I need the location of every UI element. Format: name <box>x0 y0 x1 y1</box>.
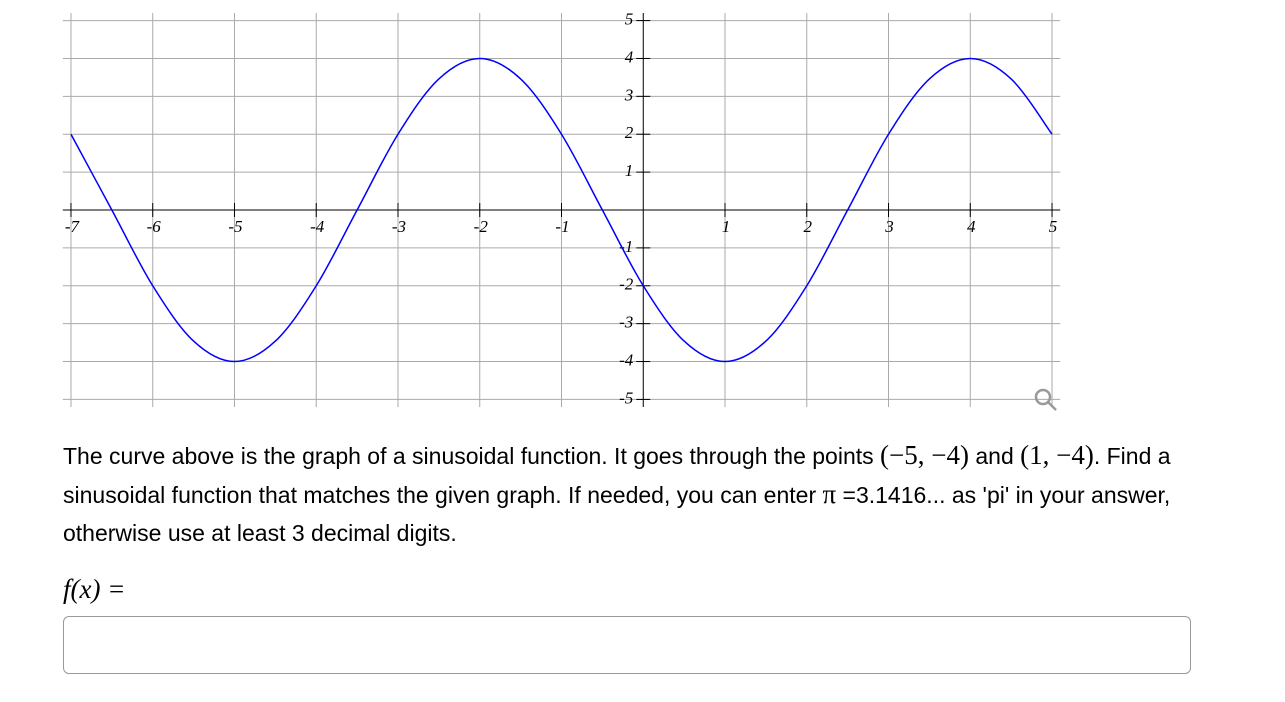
problem-text-part: (−5, −4) <box>880 440 969 470</box>
x-tick-label: 2 <box>804 217 813 236</box>
y-tick-label: -1 <box>619 237 633 256</box>
x-tick-label: -6 <box>147 217 162 236</box>
y-tick-label: -2 <box>619 275 634 294</box>
y-tick-label: 1 <box>625 161 634 180</box>
y-tick-label: -3 <box>619 313 633 332</box>
y-tick-label: 2 <box>625 123 634 142</box>
zoom-icon[interactable] <box>1034 388 1057 411</box>
problem-text-part: =3.1416... as 'pi' in your answer, other… <box>63 482 1171 546</box>
x-tick-label: -7 <box>65 217 81 236</box>
y-tick-label: 4 <box>625 47 634 66</box>
y-tick-label: 5 <box>625 9 634 28</box>
answer-label: f(x) = <box>63 574 126 604</box>
y-tick-label: 3 <box>624 85 634 104</box>
x-tick-label: 3 <box>884 217 894 236</box>
x-tick-label: -1 <box>555 217 569 236</box>
x-tick-label: 1 <box>722 217 731 236</box>
problem-text-part: (1, −4) <box>1020 440 1094 470</box>
x-tick-label: -2 <box>474 217 489 236</box>
problem-text: The curve above is the graph of a sinuso… <box>63 436 1263 552</box>
graph: -7 -6 -5 -4 -3 -2 -1 1 2 3 4 5 -5 -4 -3 -2 -1 1 2 3 4 5 <box>62 9 1061 411</box>
problem-text-part: The curve above is the graph of a sinuso… <box>63 443 881 469</box>
x-tick-label: -3 <box>392 217 406 236</box>
problem-text-part: and <box>968 443 1021 469</box>
y-tick-label: -5 <box>619 388 633 407</box>
problem-text-part: . Find a sinusoidal function that matche… <box>63 443 1171 508</box>
curve <box>70 57 1053 363</box>
answer-input[interactable] <box>63 616 1191 674</box>
x-tick-label: 4 <box>967 217 976 236</box>
problem-text-part: π <box>822 479 837 509</box>
x-tick-label: 5 <box>1049 217 1058 236</box>
y-tick-label: -4 <box>619 350 634 369</box>
x-tick-label: -4 <box>310 217 325 236</box>
x-tick-label: -5 <box>228 217 242 236</box>
